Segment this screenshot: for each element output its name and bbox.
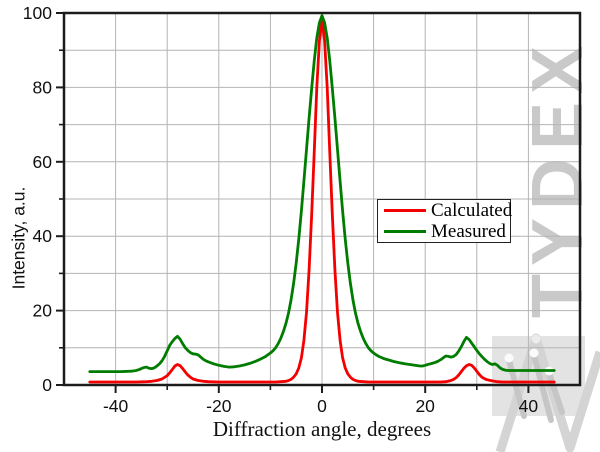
plot-border <box>62 11 582 387</box>
y-tick-label: 20 <box>33 301 53 321</box>
legend-label-calculated: Calculated <box>431 199 513 221</box>
data-series <box>88 14 556 384</box>
legend-label-measured: Measured <box>431 220 506 242</box>
series-line-calculated <box>88 17 556 384</box>
x-tick-label: 20 <box>415 396 435 416</box>
y-tick-label: 100 <box>23 3 52 23</box>
x-tick-label: 40 <box>519 396 539 416</box>
series-line-measured <box>88 14 556 373</box>
tick-labels: -40 -20 0 20 40 0 20 40 60 80 100 <box>23 3 539 416</box>
tydex-logo-icon <box>492 333 600 452</box>
y-tick-label: 80 <box>33 77 53 97</box>
y-tick-label: 0 <box>42 375 52 395</box>
tydex-watermark-text: TYDEX <box>518 38 598 318</box>
x-tick-label: -40 <box>103 396 129 416</box>
legend-box: Calculated Measured <box>377 199 512 243</box>
x-tick-label: -20 <box>206 396 232 416</box>
x-axis-title: Diffraction angle, degrees <box>212 417 432 441</box>
legend-item-calculated: Calculated <box>384 200 512 221</box>
y-tick-label: 40 <box>33 226 53 246</box>
watermark-layer: TYDEX <box>492 38 600 452</box>
y-axis-title: Intensity, a.u. <box>8 186 29 290</box>
calculated-line-swatch-icon <box>384 209 426 212</box>
x-tick-label: 0 <box>317 396 327 416</box>
plot-frame <box>62 11 582 387</box>
measured-line-swatch-icon <box>384 230 426 233</box>
y-tick-label: 60 <box>33 152 53 172</box>
legend-item-measured: Measured <box>384 220 506 242</box>
